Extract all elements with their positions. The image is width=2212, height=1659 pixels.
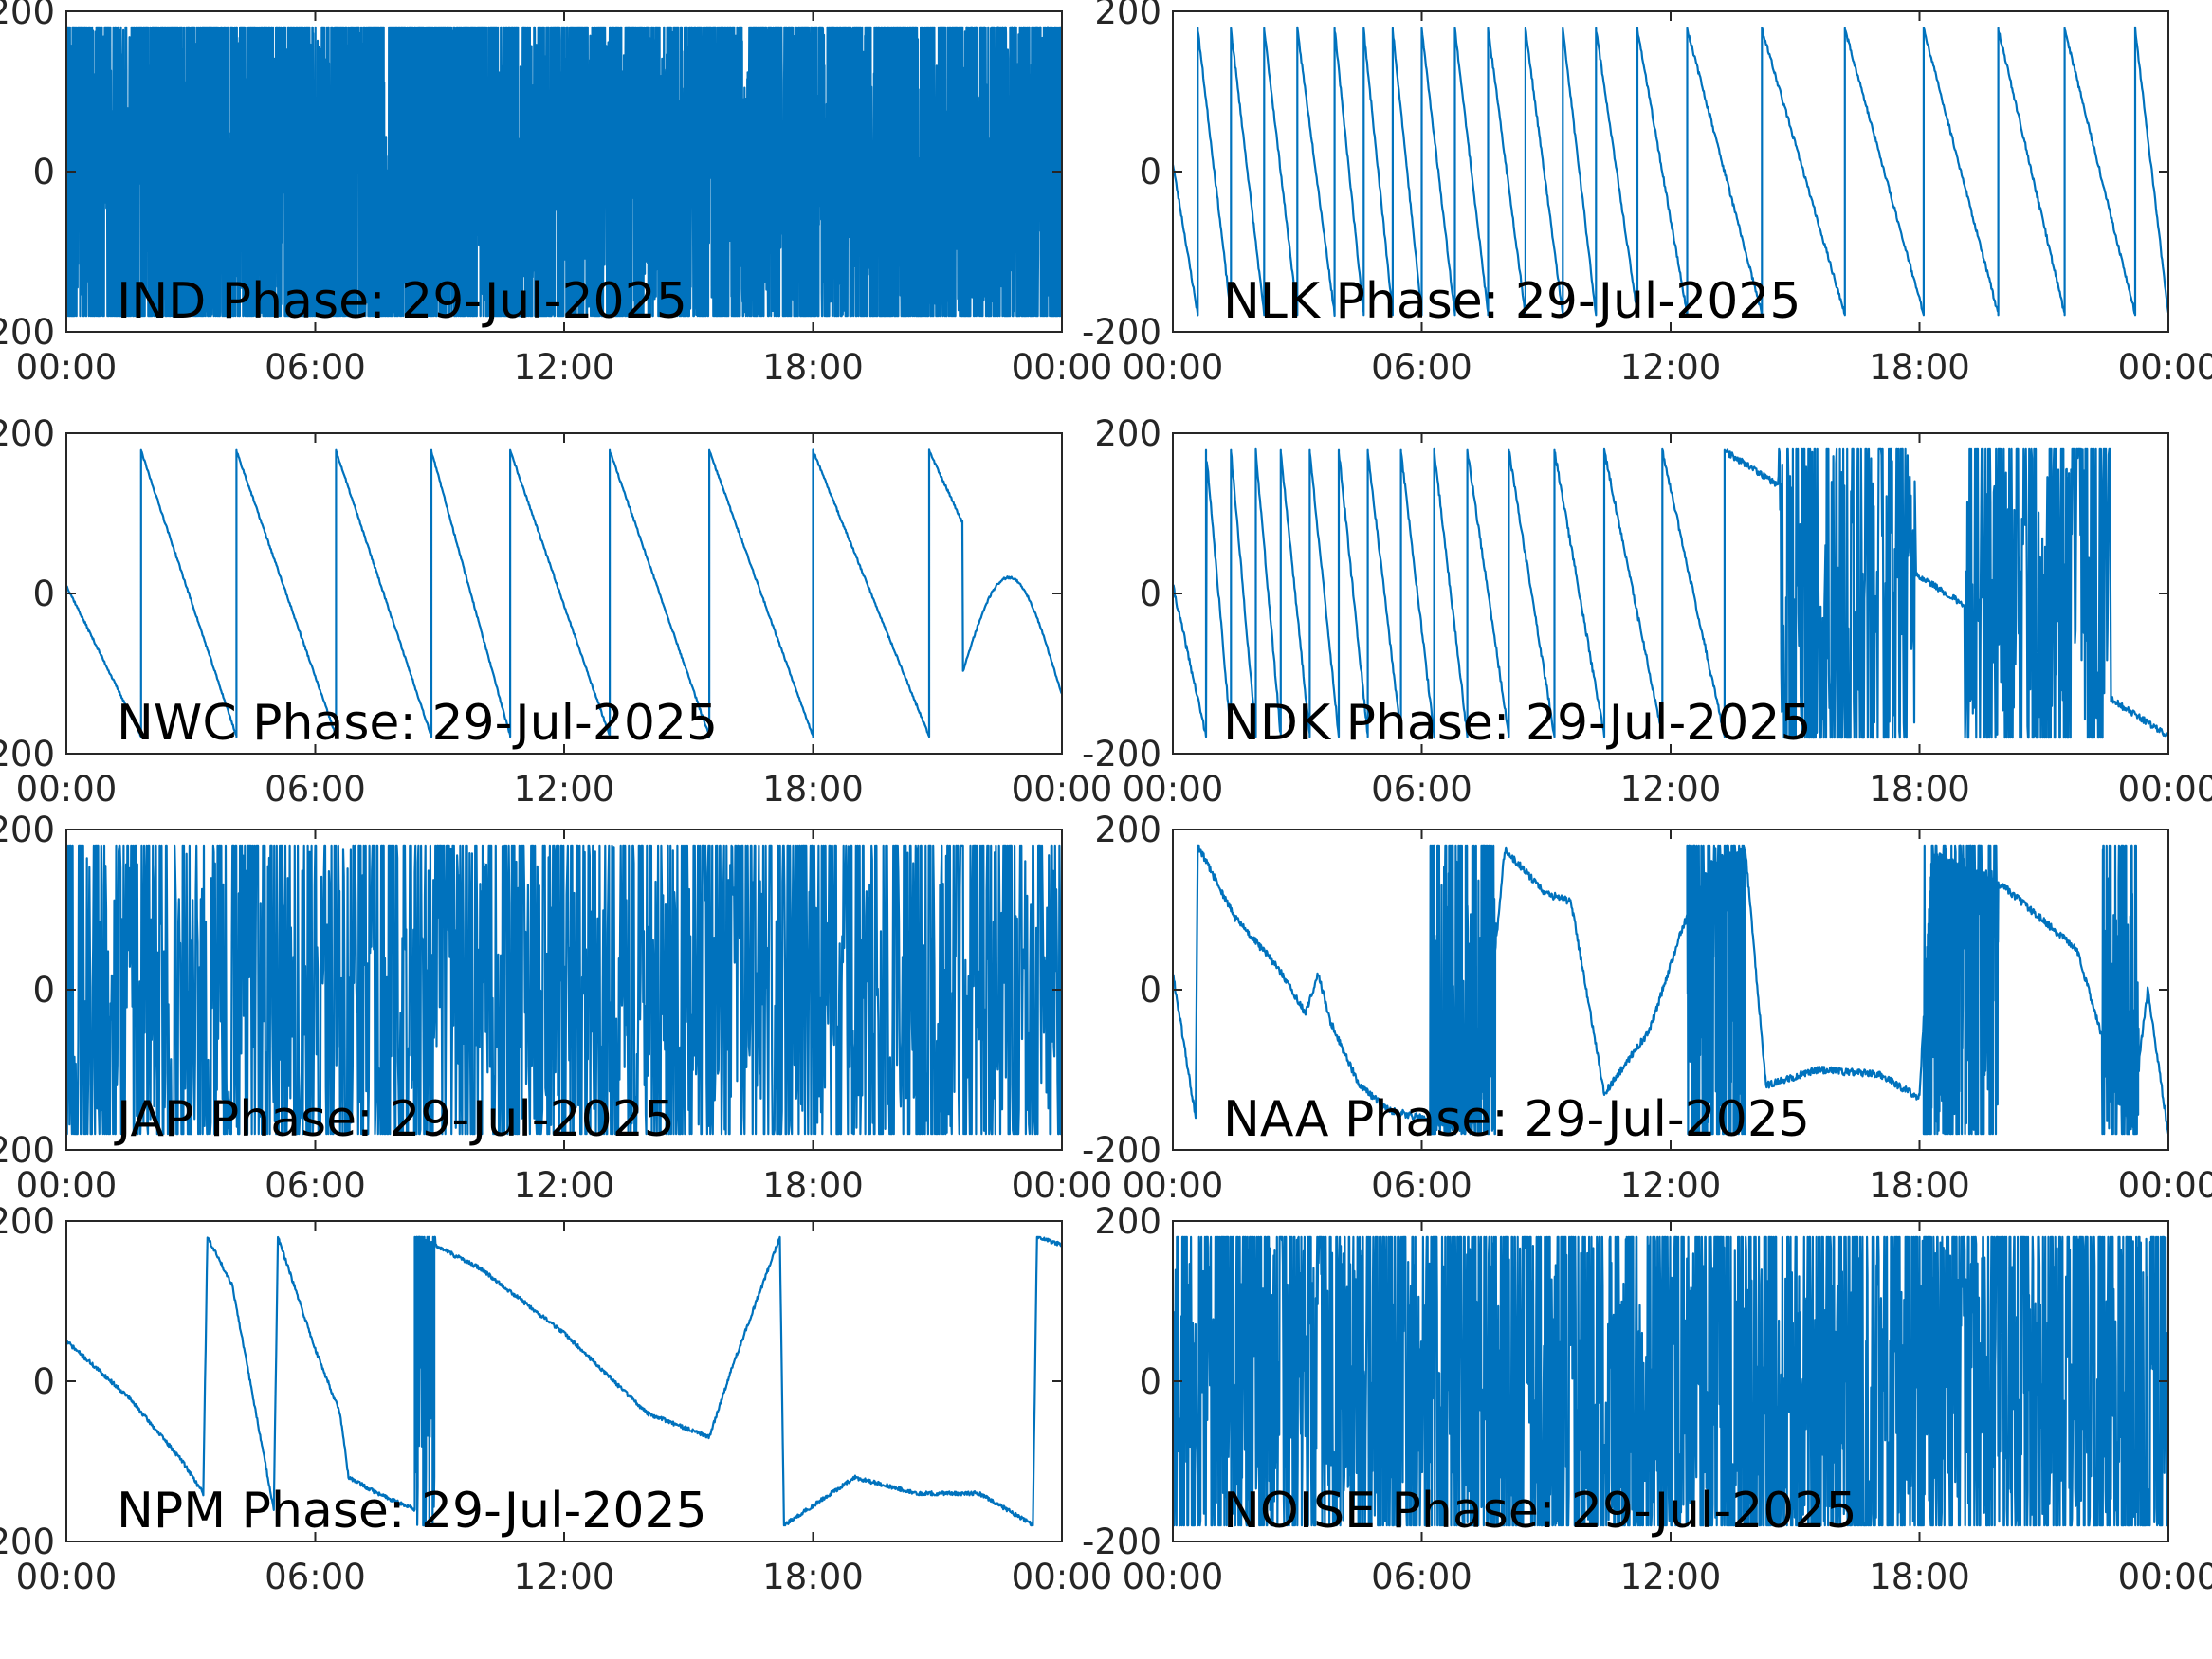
x-tick-label: 00:00 — [1012, 347, 1113, 388]
y-tick-label: 200 — [1094, 1201, 1161, 1242]
y-tick-label: -200 — [0, 312, 55, 353]
phase-line-nlk — [1173, 26, 2168, 318]
x-tick-label: 06:00 — [265, 769, 366, 810]
panel-title: JAP Phase: 29-Jul-2025 — [114, 1091, 675, 1148]
phase-line-npm — [66, 1235, 1062, 1527]
x-tick-label: 00:00 — [16, 769, 118, 810]
x-tick-label: 18:00 — [1869, 769, 1970, 810]
x-tick-label: 00:00 — [2118, 1165, 2212, 1206]
x-tick-label: 12:00 — [1620, 347, 1722, 388]
phase-line-naa — [1173, 844, 2168, 1136]
y-tick-label: -200 — [1082, 734, 1161, 775]
x-tick-label: 06:00 — [265, 1165, 366, 1206]
x-tick-label: 18:00 — [762, 1557, 864, 1597]
x-tick-label: 00:00 — [1123, 769, 1224, 810]
y-tick-label: 0 — [1139, 574, 1161, 614]
x-tick-label: 00:00 — [2118, 1557, 2212, 1597]
y-tick-label: -200 — [1082, 312, 1161, 353]
x-tick-label: 06:00 — [1371, 1165, 1472, 1206]
x-tick-label: 06:00 — [1371, 769, 1472, 810]
y-tick-label: 0 — [32, 152, 55, 192]
x-tick-label: 12:00 — [514, 769, 615, 810]
y-tick-label: -200 — [0, 734, 55, 775]
x-tick-label: 00:00 — [1123, 347, 1224, 388]
x-tick-label: 06:00 — [265, 347, 366, 388]
x-tick-label: 12:00 — [514, 1165, 615, 1206]
y-tick-label: 0 — [32, 970, 55, 1011]
y-tick-label: 200 — [1094, 0, 1161, 32]
panel-title: NDK Phase: 29-Jul-2025 — [1223, 695, 1812, 752]
x-tick-label: 12:00 — [1620, 1557, 1722, 1597]
panel-title: NOISE Phase: 29-Jul-2025 — [1223, 1483, 1857, 1540]
y-tick-label: -200 — [1082, 1522, 1161, 1562]
x-tick-label: 00:00 — [1012, 769, 1113, 810]
y-tick-label: 0 — [32, 574, 55, 614]
x-tick-label: 00:00 — [16, 1165, 118, 1206]
x-tick-label: 00:00 — [1012, 1165, 1113, 1206]
y-tick-label: 200 — [1094, 413, 1161, 454]
y-tick-label: 0 — [1139, 152, 1161, 192]
y-tick-label: 200 — [0, 810, 55, 850]
x-tick-label: 18:00 — [1869, 1165, 1970, 1206]
x-tick-label: 12:00 — [514, 347, 615, 388]
x-tick-label: 12:00 — [514, 1557, 615, 1597]
y-tick-label: 200 — [0, 413, 55, 454]
x-tick-label: 18:00 — [1869, 1557, 1970, 1597]
y-tick-label: 0 — [1139, 1361, 1161, 1402]
phase-line-ndk — [1173, 447, 2168, 739]
x-tick-label: 00:00 — [1123, 1557, 1224, 1597]
y-tick-label: -200 — [0, 1130, 55, 1171]
y-tick-label: 200 — [0, 1201, 55, 1242]
y-tick-label: 200 — [0, 0, 55, 32]
y-tick-label: 0 — [1139, 970, 1161, 1011]
panel-title: NWC Phase: 29-Jul-2025 — [117, 695, 718, 752]
y-tick-label: -200 — [1082, 1130, 1161, 1171]
phase-line-noise — [1173, 1235, 2168, 1527]
x-tick-label: 18:00 — [762, 769, 864, 810]
x-tick-label: 12:00 — [1620, 769, 1722, 810]
phase-line-nwc — [66, 448, 1062, 738]
x-tick-label: 06:00 — [1371, 1557, 1472, 1597]
x-tick-label: 18:00 — [762, 347, 864, 388]
panel-title: IND Phase: 29-Jul-2025 — [117, 273, 687, 330]
y-tick-label: 200 — [1094, 810, 1161, 850]
panel-title: NPM Phase: 29-Jul-2025 — [117, 1483, 707, 1540]
x-tick-label: 12:00 — [1620, 1165, 1722, 1206]
x-tick-label: 00:00 — [1123, 1165, 1224, 1206]
x-tick-label: 18:00 — [1869, 347, 1970, 388]
x-tick-label: 06:00 — [265, 1557, 366, 1597]
panel-title: NLK Phase: 29-Jul-2025 — [1223, 273, 1801, 330]
x-tick-label: 00:00 — [16, 347, 118, 388]
x-tick-label: 06:00 — [1371, 347, 1472, 388]
x-tick-label: 18:00 — [762, 1165, 864, 1206]
phase-line-jap — [66, 844, 1062, 1136]
x-tick-label: 00:00 — [1012, 1557, 1113, 1597]
panel-title: NAA Phase: 29-Jul-2025 — [1223, 1091, 1810, 1148]
y-tick-label: -200 — [0, 1522, 55, 1562]
x-tick-label: 00:00 — [2118, 769, 2212, 810]
y-tick-label: 0 — [32, 1361, 55, 1402]
x-tick-label: 00:00 — [2118, 347, 2212, 388]
phase-line-ind — [66, 26, 1062, 318]
x-tick-label: 00:00 — [16, 1557, 118, 1597]
